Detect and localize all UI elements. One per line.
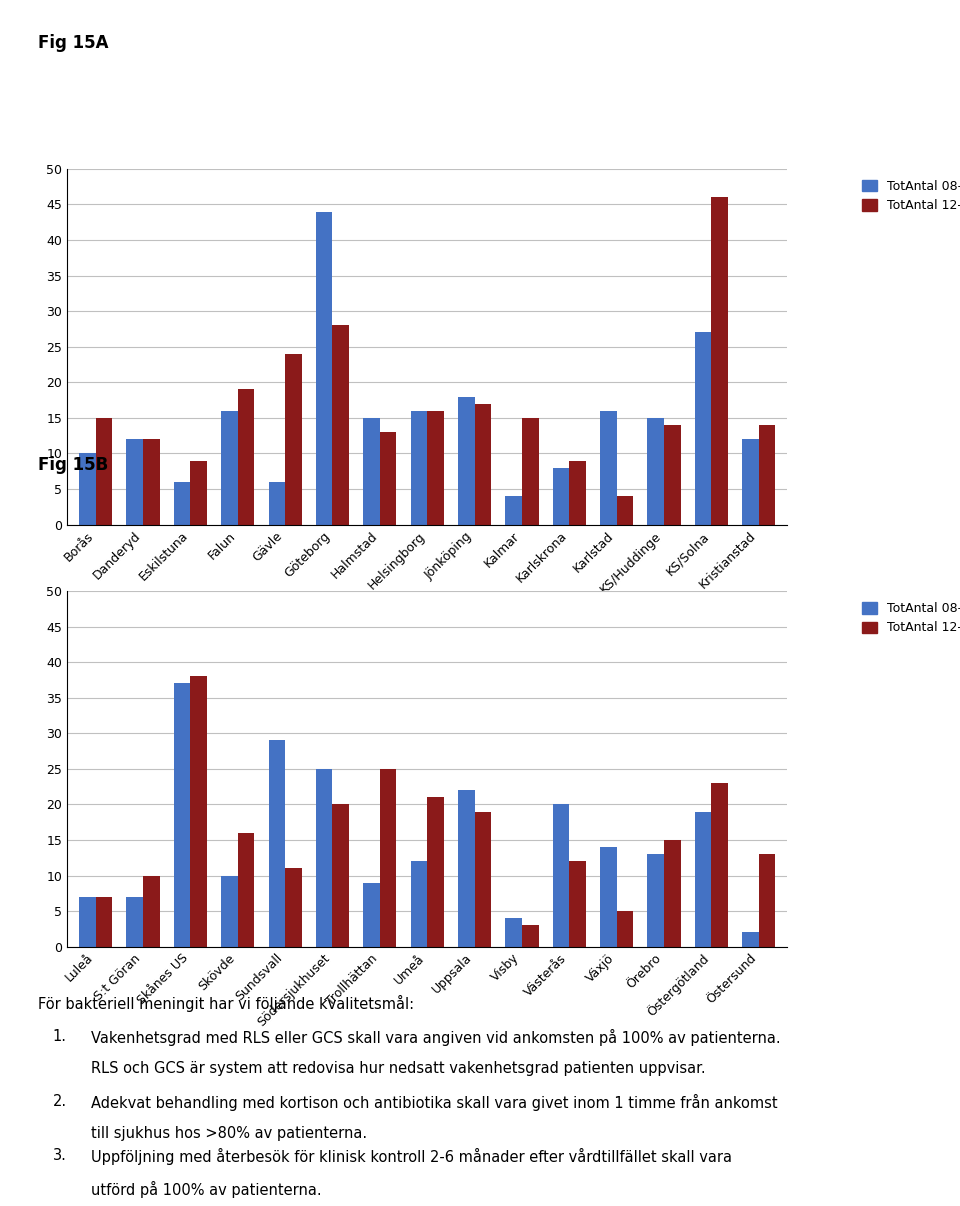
Bar	[363, 883, 380, 947]
Text: Fig 15B: Fig 15B	[38, 456, 108, 474]
Bar	[127, 897, 143, 947]
Bar	[616, 912, 634, 947]
Bar	[96, 418, 112, 525]
Bar	[332, 326, 349, 525]
Text: Adekvat behandling med kortison och antibiotika skall vara givet inom 1 timme fr: Adekvat behandling med kortison och anti…	[91, 1094, 778, 1111]
Bar	[221, 876, 238, 947]
Bar	[647, 854, 664, 947]
Bar	[664, 425, 681, 525]
Bar	[316, 211, 332, 525]
Bar	[79, 453, 96, 525]
Bar	[238, 390, 254, 525]
Bar	[616, 496, 634, 525]
Bar	[127, 439, 143, 525]
Text: till sjukhus hos >80% av patienterna.: till sjukhus hos >80% av patienterna.	[91, 1126, 368, 1141]
Bar	[174, 684, 190, 947]
Bar	[190, 677, 207, 947]
Text: 3.: 3.	[53, 1148, 66, 1163]
Bar	[600, 411, 616, 525]
Bar	[695, 812, 711, 947]
Bar	[474, 812, 492, 947]
Text: utförd på 100% av patienterna.: utförd på 100% av patienterna.	[91, 1181, 322, 1198]
Bar	[411, 861, 427, 947]
Bar	[411, 411, 427, 525]
Bar	[505, 918, 522, 947]
Bar	[285, 868, 301, 947]
Bar	[221, 411, 238, 525]
Bar	[269, 482, 285, 525]
Legend: TotAntal 08-11, TotAntal 12-15: TotAntal 08-11, TotAntal 12-15	[856, 597, 960, 639]
Bar	[758, 425, 776, 525]
Bar	[553, 468, 569, 525]
Bar	[505, 496, 522, 525]
Text: Uppföljning med återbesök för klinisk kontroll 2-6 månader efter vårdtillfället : Uppföljning med återbesök för klinisk ko…	[91, 1148, 732, 1165]
Bar	[458, 397, 474, 525]
Bar	[190, 461, 207, 525]
Bar	[427, 411, 444, 525]
Bar	[332, 804, 349, 947]
Bar	[269, 740, 285, 947]
Bar	[522, 925, 539, 947]
Text: 1.: 1.	[53, 1029, 67, 1043]
Bar	[711, 198, 728, 525]
Text: 2.: 2.	[53, 1094, 67, 1108]
Bar	[380, 769, 396, 947]
Bar	[742, 439, 758, 525]
Bar	[143, 439, 159, 525]
Bar	[285, 353, 301, 525]
Bar	[695, 333, 711, 525]
Bar	[380, 432, 396, 525]
Bar	[458, 790, 474, 947]
Text: RLS och GCS är system att redovisa hur nedsatt vakenhetsgrad patienten uppvisar.: RLS och GCS är system att redovisa hur n…	[91, 1061, 706, 1076]
Bar	[569, 861, 586, 947]
Bar	[238, 833, 254, 947]
Legend: TotAntal 08-11, TotAntal 12-15: TotAntal 08-11, TotAntal 12-15	[856, 175, 960, 217]
Bar	[553, 804, 569, 947]
Bar	[316, 769, 332, 947]
Bar	[474, 404, 492, 525]
Bar	[79, 897, 96, 947]
Bar	[143, 876, 159, 947]
Bar	[600, 847, 616, 947]
Bar	[647, 418, 664, 525]
Text: Vakenhetsgrad med RLS eller GCS skall vara angiven vid ankomsten på 100% av pati: Vakenhetsgrad med RLS eller GCS skall va…	[91, 1029, 780, 1046]
Text: För bakteriell meningit har vi följande kvalitetsmål:: För bakteriell meningit har vi följande …	[38, 995, 415, 1012]
Bar	[569, 461, 586, 525]
Bar	[742, 932, 758, 947]
Bar	[174, 482, 190, 525]
Bar	[711, 783, 728, 947]
Bar	[758, 854, 776, 947]
Bar	[96, 897, 112, 947]
Text: Fig 15A: Fig 15A	[38, 34, 108, 52]
Bar	[522, 418, 539, 525]
Bar	[363, 418, 380, 525]
Bar	[664, 839, 681, 947]
Bar	[427, 797, 444, 947]
